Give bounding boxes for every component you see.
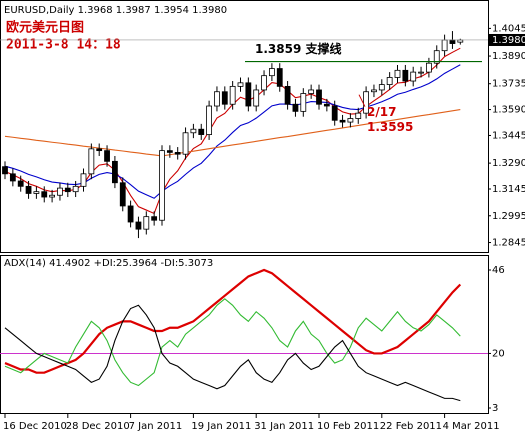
candle-body	[119, 182, 126, 207]
candle-body	[96, 148, 103, 152]
y-tick-label: 1.2845	[492, 238, 525, 249]
y-tick-label: 1.4045	[492, 23, 525, 34]
y-tick-label: 1.3890	[492, 51, 525, 62]
candle-body	[198, 128, 205, 135]
line	[4, 109, 461, 157]
adx-panel	[0, 255, 489, 414]
candle-body	[127, 205, 134, 223]
x-tick-label: 4 Mar 2011	[443, 421, 500, 432]
candle-body	[49, 194, 55, 198]
candle-body	[206, 105, 213, 135]
candle-body	[182, 132, 189, 155]
candle-body	[425, 62, 432, 73]
candle-body	[41, 191, 48, 198]
candle-body	[221, 91, 228, 105]
candle-body	[229, 85, 236, 105]
candle-body	[441, 39, 448, 52]
adx-title: ADX(14) 41.4902 +DI:25.3964 -DI:5.3073	[4, 258, 213, 269]
y-tick-label: 1.2995	[492, 211, 525, 222]
candle-body	[64, 187, 71, 193]
candle-body	[449, 39, 456, 44]
y-tick-label: 1.3590	[492, 105, 525, 116]
line	[4, 304, 461, 402]
candle-body	[355, 112, 362, 119]
candle-body	[159, 150, 165, 221]
candle-body	[72, 185, 79, 193]
candle-body	[25, 185, 32, 194]
candle-body	[394, 69, 401, 78]
candle-body	[331, 105, 338, 121]
x-tick-label: 19 Jan 2011	[191, 421, 251, 432]
candle-body	[33, 191, 40, 194]
candle-body	[268, 68, 275, 77]
y-tick-label: 46	[492, 265, 505, 276]
x-tick-label: 22 Feb 2011	[380, 421, 442, 432]
candle-body	[433, 50, 440, 64]
main-panel	[0, 0, 489, 253]
candle-body	[135, 221, 142, 230]
candle-body	[300, 93, 307, 112]
candle-body	[308, 89, 315, 94]
y-tick-label: 20	[492, 348, 505, 359]
y-tick-label: 1.3445	[492, 130, 525, 141]
candle-body	[245, 82, 252, 107]
candle-body	[214, 91, 220, 107]
y-tick-label: 1.3145	[492, 184, 525, 195]
support-label: 1.3859 支撑线	[255, 41, 342, 56]
x-tick-label: 7 Jan 2011	[129, 421, 183, 432]
candle-body	[2, 166, 8, 175]
y-tick-label: 1.3735	[492, 79, 525, 90]
candle-body	[80, 173, 87, 187]
x-tick-label: 31 Jan 2011	[254, 421, 314, 432]
candle-body	[166, 150, 173, 153]
candle-body	[17, 180, 24, 187]
price-box	[489, 33, 525, 46]
candle-body	[371, 89, 377, 93]
note-arrow	[358, 94, 366, 107]
candle-body	[237, 82, 244, 87]
annotation: 2011-3-8 14：18	[6, 38, 121, 53]
candle-body	[316, 89, 322, 105]
candle-body	[261, 75, 267, 91]
candle-body	[151, 216, 158, 221]
chart-title: EURUSD,Daily 1.3968 1.3987 1.3954 1.3980	[4, 5, 227, 16]
candle-body	[323, 103, 330, 107]
x-tick-label: 28 Dec 2010	[66, 421, 130, 432]
annotation: 欧元美元日图	[6, 20, 84, 36]
candle-body	[410, 71, 417, 82]
candle-body	[418, 71, 424, 74]
candle-body	[112, 160, 118, 184]
candle-body	[104, 150, 110, 162]
candle-body	[339, 119, 346, 123]
line	[4, 268, 462, 374]
y-tick-label: 3	[492, 403, 498, 414]
note-value: 1.3595	[367, 120, 413, 134]
candle-body	[253, 89, 260, 107]
x-tick-label: 16 Dec 2010	[3, 421, 67, 432]
candle-body	[347, 118, 354, 123]
line	[4, 298, 461, 387]
candle-body	[143, 216, 150, 230]
candle-body	[57, 187, 63, 196]
candle-body	[9, 173, 16, 182]
y-tick-label: 1.3290	[492, 158, 525, 169]
candle-body	[402, 69, 409, 82]
candle-body	[378, 84, 385, 91]
candle-body	[363, 91, 370, 114]
candle-body	[190, 128, 197, 134]
candle-body	[292, 103, 299, 112]
candle-body	[457, 39, 464, 43]
candle-body	[174, 152, 181, 155]
candle-body	[276, 68, 283, 87]
candle-body	[386, 77, 393, 86]
note-date: 2/17	[367, 105, 396, 119]
candle-body	[88, 148, 95, 175]
candle-body	[284, 85, 291, 105]
x-tick-label: 10 Feb 2011	[317, 421, 379, 432]
price-label: 1.3980	[492, 35, 525, 46]
